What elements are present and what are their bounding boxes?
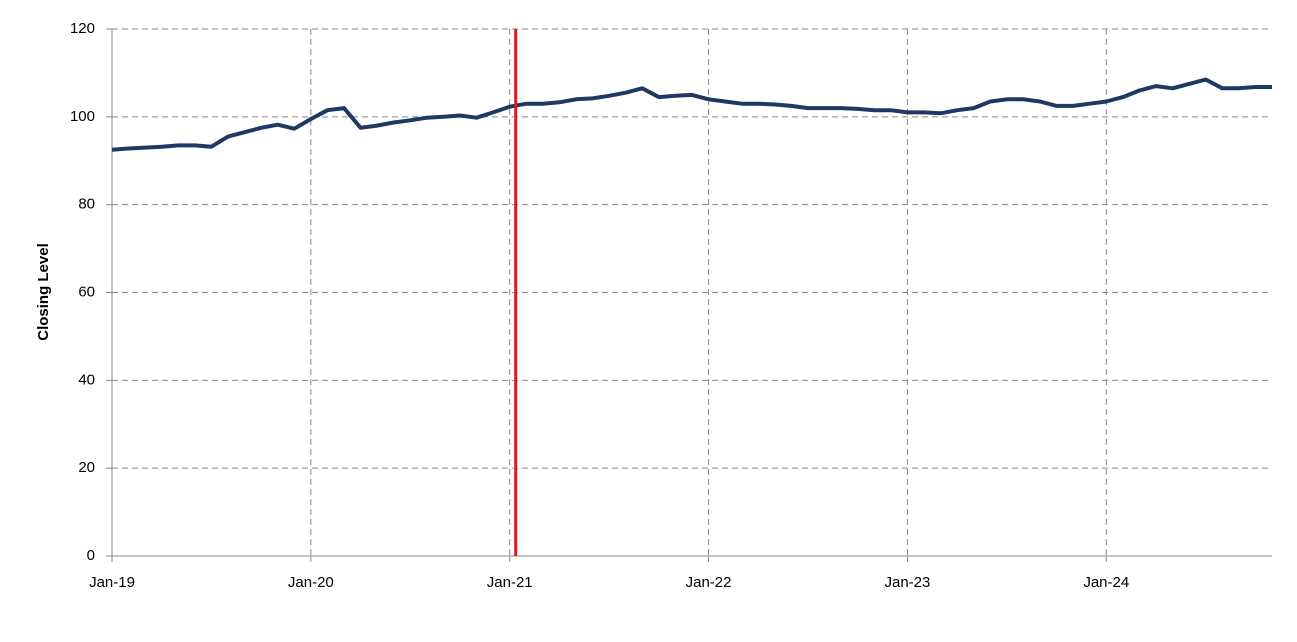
x-tick-label: Jan-19 bbox=[89, 574, 135, 591]
y-tick-label: 20 bbox=[78, 459, 95, 476]
x-tick-label: Jan-20 bbox=[288, 574, 334, 591]
y-axis-label: Closing Level bbox=[35, 243, 52, 341]
y-tick-label: 120 bbox=[70, 20, 95, 37]
x-tick-label: Jan-22 bbox=[686, 574, 732, 591]
y-tick-label: 60 bbox=[78, 283, 95, 300]
x-tick-label: Jan-24 bbox=[1083, 574, 1129, 591]
y-tick-label: 40 bbox=[78, 371, 95, 388]
y-tick-label: 80 bbox=[78, 196, 95, 213]
x-tick-label: Jan-23 bbox=[884, 574, 930, 591]
data-line bbox=[111, 77, 1272, 152]
y-tick-label: 100 bbox=[70, 108, 95, 125]
y-tick-label: 0 bbox=[87, 547, 95, 564]
x-tick-label: Jan-21 bbox=[487, 574, 533, 591]
